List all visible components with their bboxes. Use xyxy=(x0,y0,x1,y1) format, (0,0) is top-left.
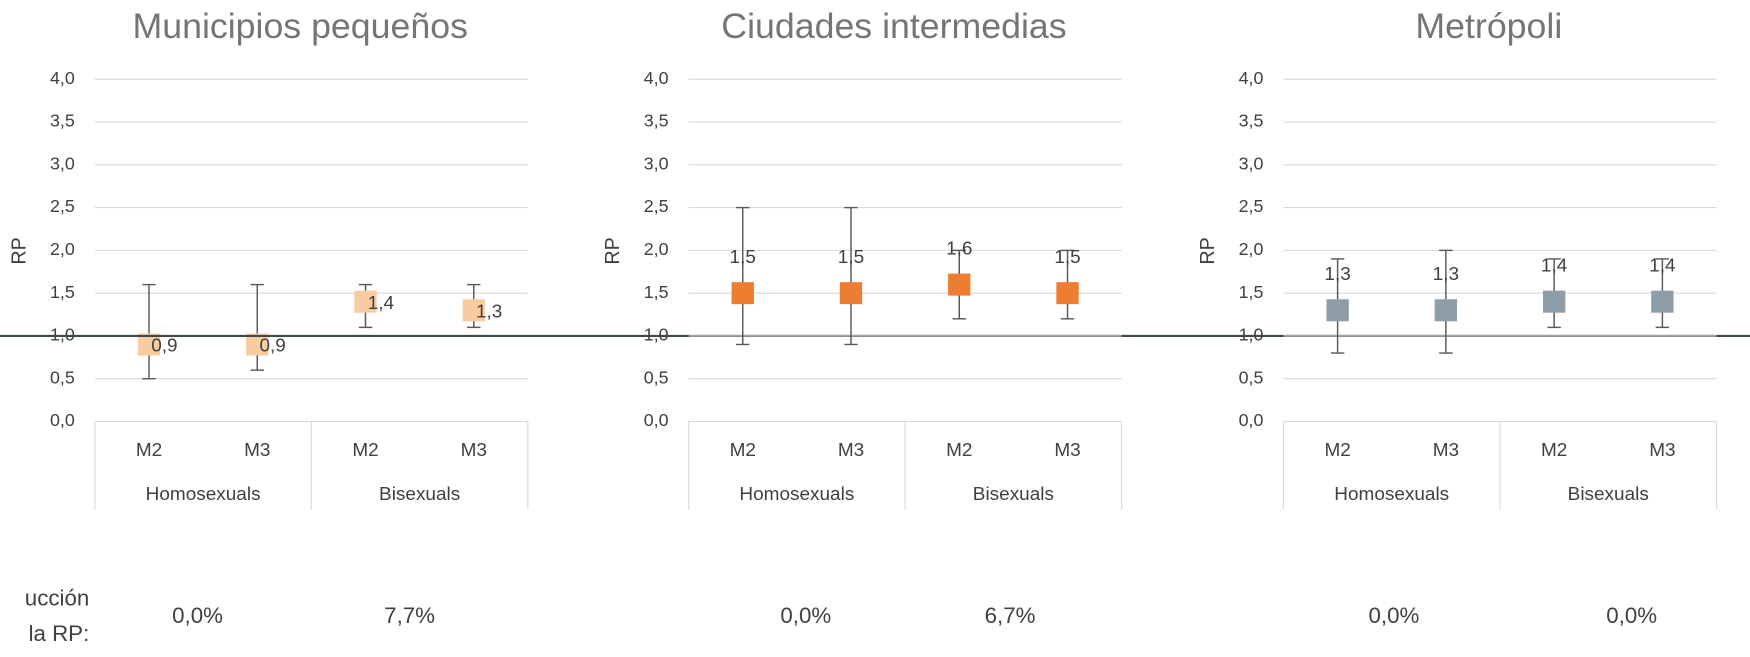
y-tick-label: 2,5 xyxy=(1239,196,1264,216)
y-tick-label: 1,0 xyxy=(1239,325,1264,345)
group-label: Bisexuals xyxy=(1568,483,1649,504)
reduction-label: la RP: xyxy=(29,621,90,646)
chart-title: Municipios pequeños xyxy=(133,6,468,46)
data-label: 1,5 xyxy=(730,246,756,267)
x-tick-label: M2 xyxy=(946,439,972,460)
data-label: 0,9 xyxy=(151,335,177,356)
marker xyxy=(1542,290,1566,313)
x-tick-label: M3 xyxy=(838,439,864,460)
x-tick-label: M2 xyxy=(352,439,378,460)
marker xyxy=(839,282,863,305)
data-label: 1,4 xyxy=(1649,255,1675,276)
chart-title: Ciudades intermedias xyxy=(721,6,1066,46)
marker xyxy=(354,290,377,313)
reduction-value: 0,0% xyxy=(1369,603,1420,628)
reduction-value: 0,0% xyxy=(172,603,223,628)
group-label: Bisexuals xyxy=(973,483,1054,504)
reduction-label: ucción xyxy=(25,586,89,611)
y-tick-label: 3,0 xyxy=(50,154,75,174)
data-label: 1,3 xyxy=(1324,263,1350,284)
x-tick-label: M3 xyxy=(1649,439,1675,460)
y-tick-label: 1,0 xyxy=(50,325,75,345)
x-tick-label: M3 xyxy=(461,439,487,460)
marker xyxy=(246,333,269,356)
y-tick-label: 3,5 xyxy=(50,111,75,131)
x-tick-label: M3 xyxy=(1054,439,1080,460)
x-tick-label: M2 xyxy=(136,439,162,460)
y-tick-label: 0,0 xyxy=(50,410,75,430)
marker xyxy=(137,333,161,356)
marker xyxy=(1651,290,1674,313)
y-tick-label: 3,5 xyxy=(1239,111,1264,131)
y-tick-label: 1,5 xyxy=(50,282,75,302)
group-label: Homosexuals xyxy=(739,483,854,504)
x-tick-label: M2 xyxy=(730,439,756,460)
y-tick-label: 0,0 xyxy=(644,410,669,430)
y-tick-label: 4,0 xyxy=(50,68,75,88)
data-label: 1,3 xyxy=(476,301,502,322)
y-tick-label: 4,0 xyxy=(1239,68,1264,88)
reduction-value: 0,0% xyxy=(780,603,831,628)
group-label: Bisexuals xyxy=(379,483,460,504)
y-axis-label: RP xyxy=(8,237,30,265)
y-tick-label: 1,5 xyxy=(1239,282,1264,302)
x-tick-label: M2 xyxy=(1541,439,1567,460)
data-label: 1,3 xyxy=(1433,263,1459,284)
marker xyxy=(731,282,754,305)
data-label: 1,4 xyxy=(1541,255,1567,276)
y-axis-label: RP xyxy=(602,237,624,265)
y-tick-label: 2,5 xyxy=(644,196,669,216)
marker xyxy=(948,273,971,296)
y-tick-label: 2,5 xyxy=(50,196,75,216)
group-label: Homosexuals xyxy=(146,483,261,504)
x-tick-label: M3 xyxy=(244,439,270,460)
x-tick-label: M3 xyxy=(1433,439,1459,460)
reduction-value: 7,7% xyxy=(384,603,435,628)
data-label: 1,5 xyxy=(1054,246,1080,267)
y-tick-label: 0,5 xyxy=(1239,367,1264,387)
marker xyxy=(1326,299,1349,322)
y-tick-label: 3,5 xyxy=(644,111,669,131)
x-tick-label: M2 xyxy=(1324,439,1350,460)
reduction-value: 0,0% xyxy=(1606,603,1657,628)
y-axis-label: RP xyxy=(1197,237,1219,265)
data-label: 1,5 xyxy=(838,246,864,267)
y-tick-label: 2,0 xyxy=(644,239,669,259)
chart-title: Metrópoli xyxy=(1415,6,1562,46)
y-tick-label: 0,5 xyxy=(50,367,75,387)
marker xyxy=(1434,299,1458,322)
y-tick-label: 1,5 xyxy=(644,282,669,302)
y-tick-label: 3,0 xyxy=(644,154,669,174)
marker xyxy=(462,299,485,322)
data-label: 0,9 xyxy=(259,335,285,356)
y-tick-label: 0,5 xyxy=(644,367,669,387)
reduction-value: 6,7% xyxy=(985,603,1036,628)
group-label: Homosexuals xyxy=(1334,483,1449,504)
y-tick-label: 4,0 xyxy=(644,68,669,88)
y-tick-label: 2,0 xyxy=(1239,239,1264,259)
y-tick-label: 1,0 xyxy=(644,325,669,345)
y-tick-label: 3,0 xyxy=(1239,154,1264,174)
y-tick-label: 0,0 xyxy=(1239,410,1264,430)
y-tick-label: 2,0 xyxy=(50,239,75,259)
data-label: 1,6 xyxy=(946,237,972,258)
data-label: 1,4 xyxy=(368,292,394,313)
marker xyxy=(1056,282,1079,305)
